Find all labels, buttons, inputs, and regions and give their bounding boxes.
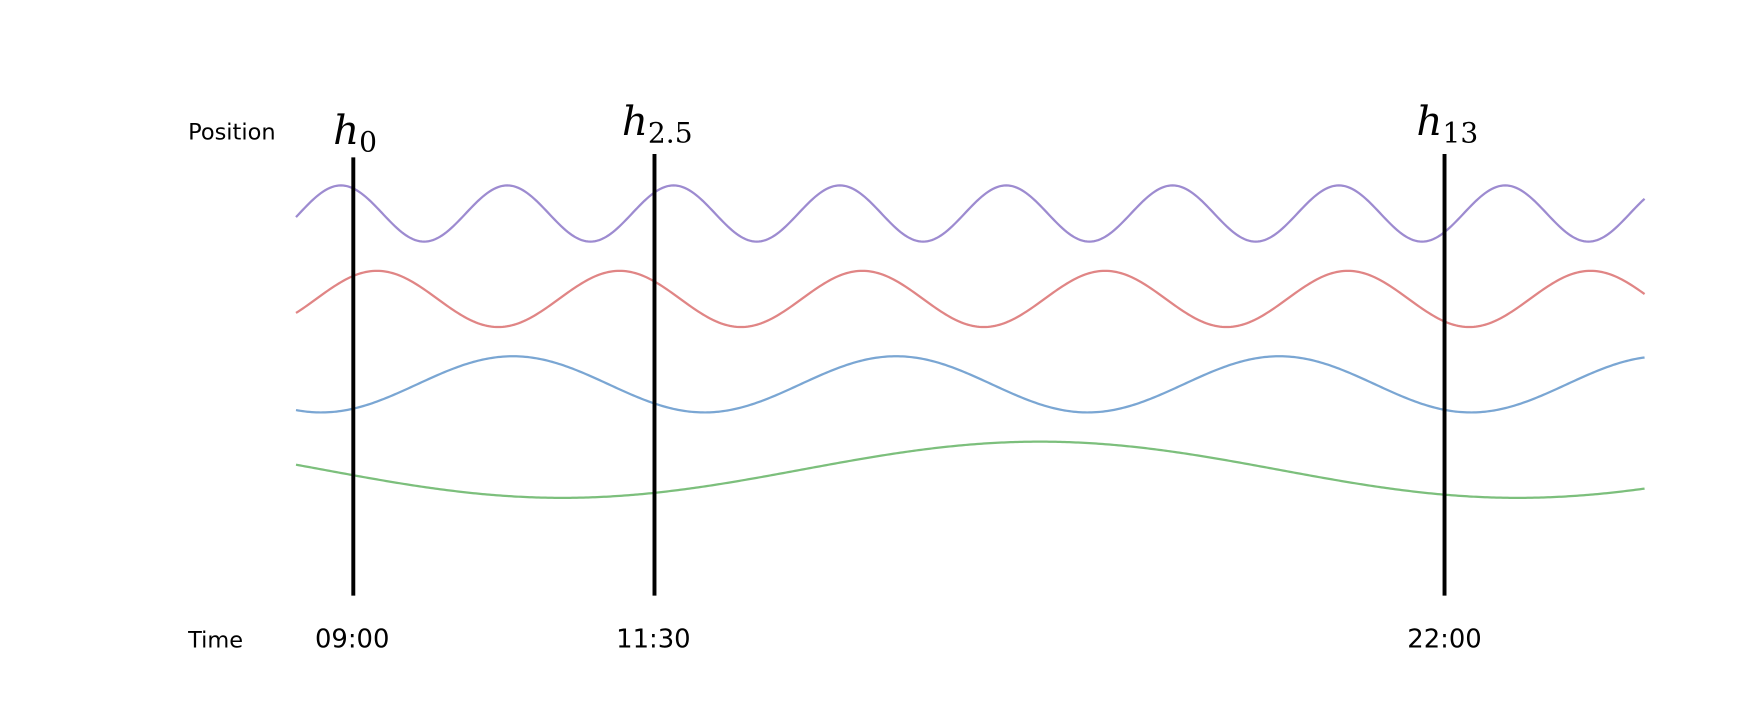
waves: [295, 184, 1646, 499]
time-value: 11:30: [616, 624, 690, 654]
sine-wave: [295, 355, 1645, 414]
subscript: 2.5: [648, 117, 693, 150]
symbol: h: [333, 106, 359, 154]
time-value: 22:00: [1407, 624, 1481, 654]
marker-symbol: h13: [1416, 97, 1478, 150]
position-label: Position: [188, 119, 275, 145]
symbol: h: [622, 97, 648, 145]
time-value: 09:00: [315, 624, 389, 654]
sine-wave: [295, 184, 1646, 243]
sine-wave: [295, 269, 1646, 329]
subscript: 0: [359, 126, 377, 159]
marker-symbol: h2.5: [622, 97, 693, 150]
subscript: 13: [1442, 117, 1478, 150]
marker-symbol: h0: [333, 106, 377, 159]
time-label: Time: [187, 627, 243, 653]
symbol: h: [1416, 97, 1442, 145]
sine-wave: [295, 440, 1645, 499]
